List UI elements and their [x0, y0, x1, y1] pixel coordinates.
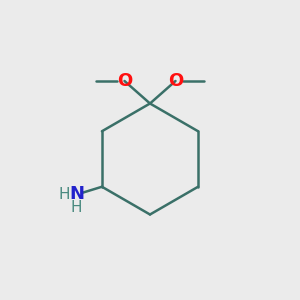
Text: O: O: [168, 72, 183, 90]
Text: O: O: [117, 72, 132, 90]
Text: H: H: [71, 200, 82, 215]
Text: H: H: [59, 187, 70, 202]
Text: N: N: [69, 185, 84, 203]
